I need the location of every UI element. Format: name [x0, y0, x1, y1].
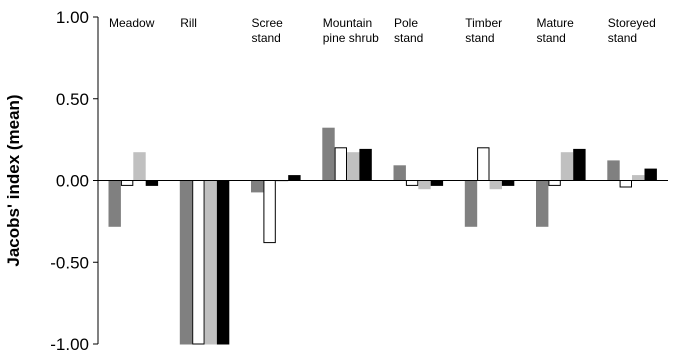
- category-labels: Meadow Rill Scree stand Mountain pine shrub Po…: [109, 16, 656, 45]
- category-label: Meadow: [109, 16, 155, 30]
- bar: [216, 180, 230, 345]
- bar: [108, 180, 121, 227]
- y-tick-label: -1.00: [50, 335, 89, 353]
- bar: [120, 180, 134, 186]
- bar: [477, 147, 490, 182]
- bar: [347, 152, 360, 181]
- category-label: Scree stand: [252, 16, 284, 45]
- bar: [632, 175, 645, 182]
- y-tick-label: -0.50: [50, 253, 89, 272]
- bar: [322, 127, 335, 181]
- bar: [418, 180, 431, 190]
- y-tick-label: 0.50: [56, 90, 89, 109]
- category-label: Storeyed stand: [608, 16, 656, 45]
- category-label: Pole stand: [394, 16, 423, 45]
- bar: [644, 168, 657, 182]
- y-tick-label: 0.00: [56, 172, 89, 191]
- bar: [179, 180, 193, 345]
- bar: [560, 152, 574, 181]
- bar: [359, 148, 372, 181]
- category-label: Mountain pine shrub: [323, 16, 379, 45]
- bar: [489, 180, 503, 190]
- bars: [108, 127, 657, 345]
- bar: [464, 180, 478, 227]
- bar: [334, 147, 348, 182]
- bar: [619, 180, 632, 188]
- bar: [607, 160, 620, 181]
- y-axis-title: Jacobs' index (mean): [4, 94, 23, 266]
- bar: [288, 175, 301, 182]
- bar: [430, 180, 444, 186]
- bar: [192, 180, 205, 345]
- category-label: Rill: [180, 16, 197, 30]
- bar: [405, 180, 419, 186]
- bar: [501, 180, 515, 186]
- category-label: Mature stand: [537, 16, 575, 45]
- bar: [204, 180, 218, 345]
- bar: [263, 180, 276, 244]
- bar: [573, 148, 586, 181]
- bar: [133, 152, 146, 181]
- bar: [548, 180, 561, 186]
- bar: [393, 165, 406, 182]
- category-label: Timber stand: [465, 16, 502, 45]
- bar: [145, 180, 159, 186]
- bar: [536, 180, 549, 227]
- y-tick-label: 1.00: [56, 8, 89, 27]
- bar: [251, 180, 264, 193]
- y-axis-ticks: 1.00 0.50 0.00 -0.50 -1.00: [50, 8, 98, 353]
